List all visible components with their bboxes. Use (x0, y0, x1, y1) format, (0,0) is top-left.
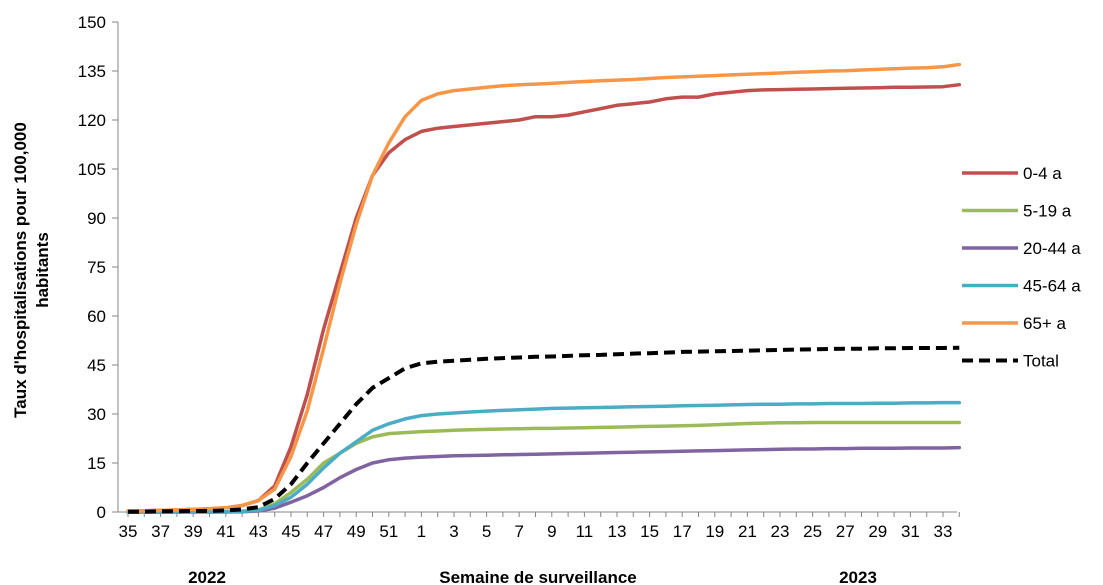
x-tick-label: 49 (347, 522, 366, 541)
x-tick-label: 1 (417, 522, 426, 541)
y-tick-label: 75 (87, 258, 106, 277)
year-label-2022: 2022 (188, 568, 226, 585)
series-line-65-a (126, 62, 962, 513)
x-tick-label: 43 (249, 522, 268, 541)
x-ticks: 35 37 39 41 43 45 47 49 51 1 3 5 7 9 11 13 15 17 19 21 23 25 2… (119, 512, 960, 541)
x-tick-label: 41 (216, 522, 235, 541)
y-axis-title-line1: Taux d'hospitalisations pour 100,000 (11, 122, 30, 418)
x-axis-title: Semaine de surveillance (439, 568, 637, 585)
series-lines (126, 62, 962, 514)
legend-label-20-44-a: 20-44 a (1023, 239, 1081, 258)
x-tick-label: 31 (901, 522, 920, 541)
x-tick-label: 13 (608, 522, 627, 541)
x-tick-label: 15 (640, 522, 659, 541)
series-line-5-19-a (126, 420, 962, 514)
y-tick-label: 105 (78, 160, 106, 179)
series-line-45-64-a (126, 400, 962, 514)
y-tick-label: 60 (87, 307, 106, 326)
x-tick-label: 45 (282, 522, 301, 541)
y-ticks: 0 15 30 45 60 75 90 105 120 135 150 (78, 13, 118, 522)
y-axis-title: Taux d'hospitalisations pour 100,000 hab… (11, 122, 52, 418)
x-tick-label: 39 (184, 522, 203, 541)
y-tick-label: 30 (87, 405, 106, 424)
y-tick-label: 0 (97, 503, 106, 522)
legend-label-65-a: 65+ a (1023, 314, 1067, 333)
x-tick-label: 29 (868, 522, 887, 541)
x-tick-label: 33 (934, 522, 953, 541)
x-tick-label: 27 (836, 522, 855, 541)
legend-label-0-4-a: 0-4 a (1023, 164, 1062, 183)
x-tick-label: 25 (803, 522, 822, 541)
axes (117, 22, 957, 513)
y-tick-label: 150 (78, 13, 106, 32)
x-tick-label: 51 (379, 522, 398, 541)
y-tick-label: 15 (87, 454, 106, 473)
x-tick-label: 3 (449, 522, 458, 541)
x-tick-label: 23 (771, 522, 790, 541)
x-tick-label: 5 (482, 522, 491, 541)
x-tick-label: 21 (738, 522, 757, 541)
x-tick-label: 7 (514, 522, 523, 541)
x-tick-label: 17 (673, 522, 692, 541)
y-tick-label: 90 (87, 209, 106, 228)
y-tick-label: 120 (78, 111, 106, 130)
legend-label-45-64-a: 45-64 a (1023, 277, 1081, 296)
year-label-2023: 2023 (839, 568, 877, 585)
y-tick-label: 45 (87, 356, 106, 375)
legend-label-5-19-a: 5-19 a (1023, 202, 1072, 221)
legend-label-total: Total (1023, 352, 1059, 371)
x-tick-label: 19 (705, 522, 724, 541)
x-tick-label: 35 (119, 522, 138, 541)
x-tick-label: 47 (314, 522, 333, 541)
y-axis-title-line2: habitants (33, 232, 52, 308)
x-tick-label: 37 (151, 522, 170, 541)
x-tick-label: 9 (547, 522, 556, 541)
x-tick-label: 11 (576, 522, 594, 541)
series-line-total (128, 345, 960, 514)
legend: 0-4 a 5-19 a 20-44 a 45-64 a 65+ a Total (962, 164, 1081, 371)
y-tick-label: 135 (78, 62, 106, 81)
